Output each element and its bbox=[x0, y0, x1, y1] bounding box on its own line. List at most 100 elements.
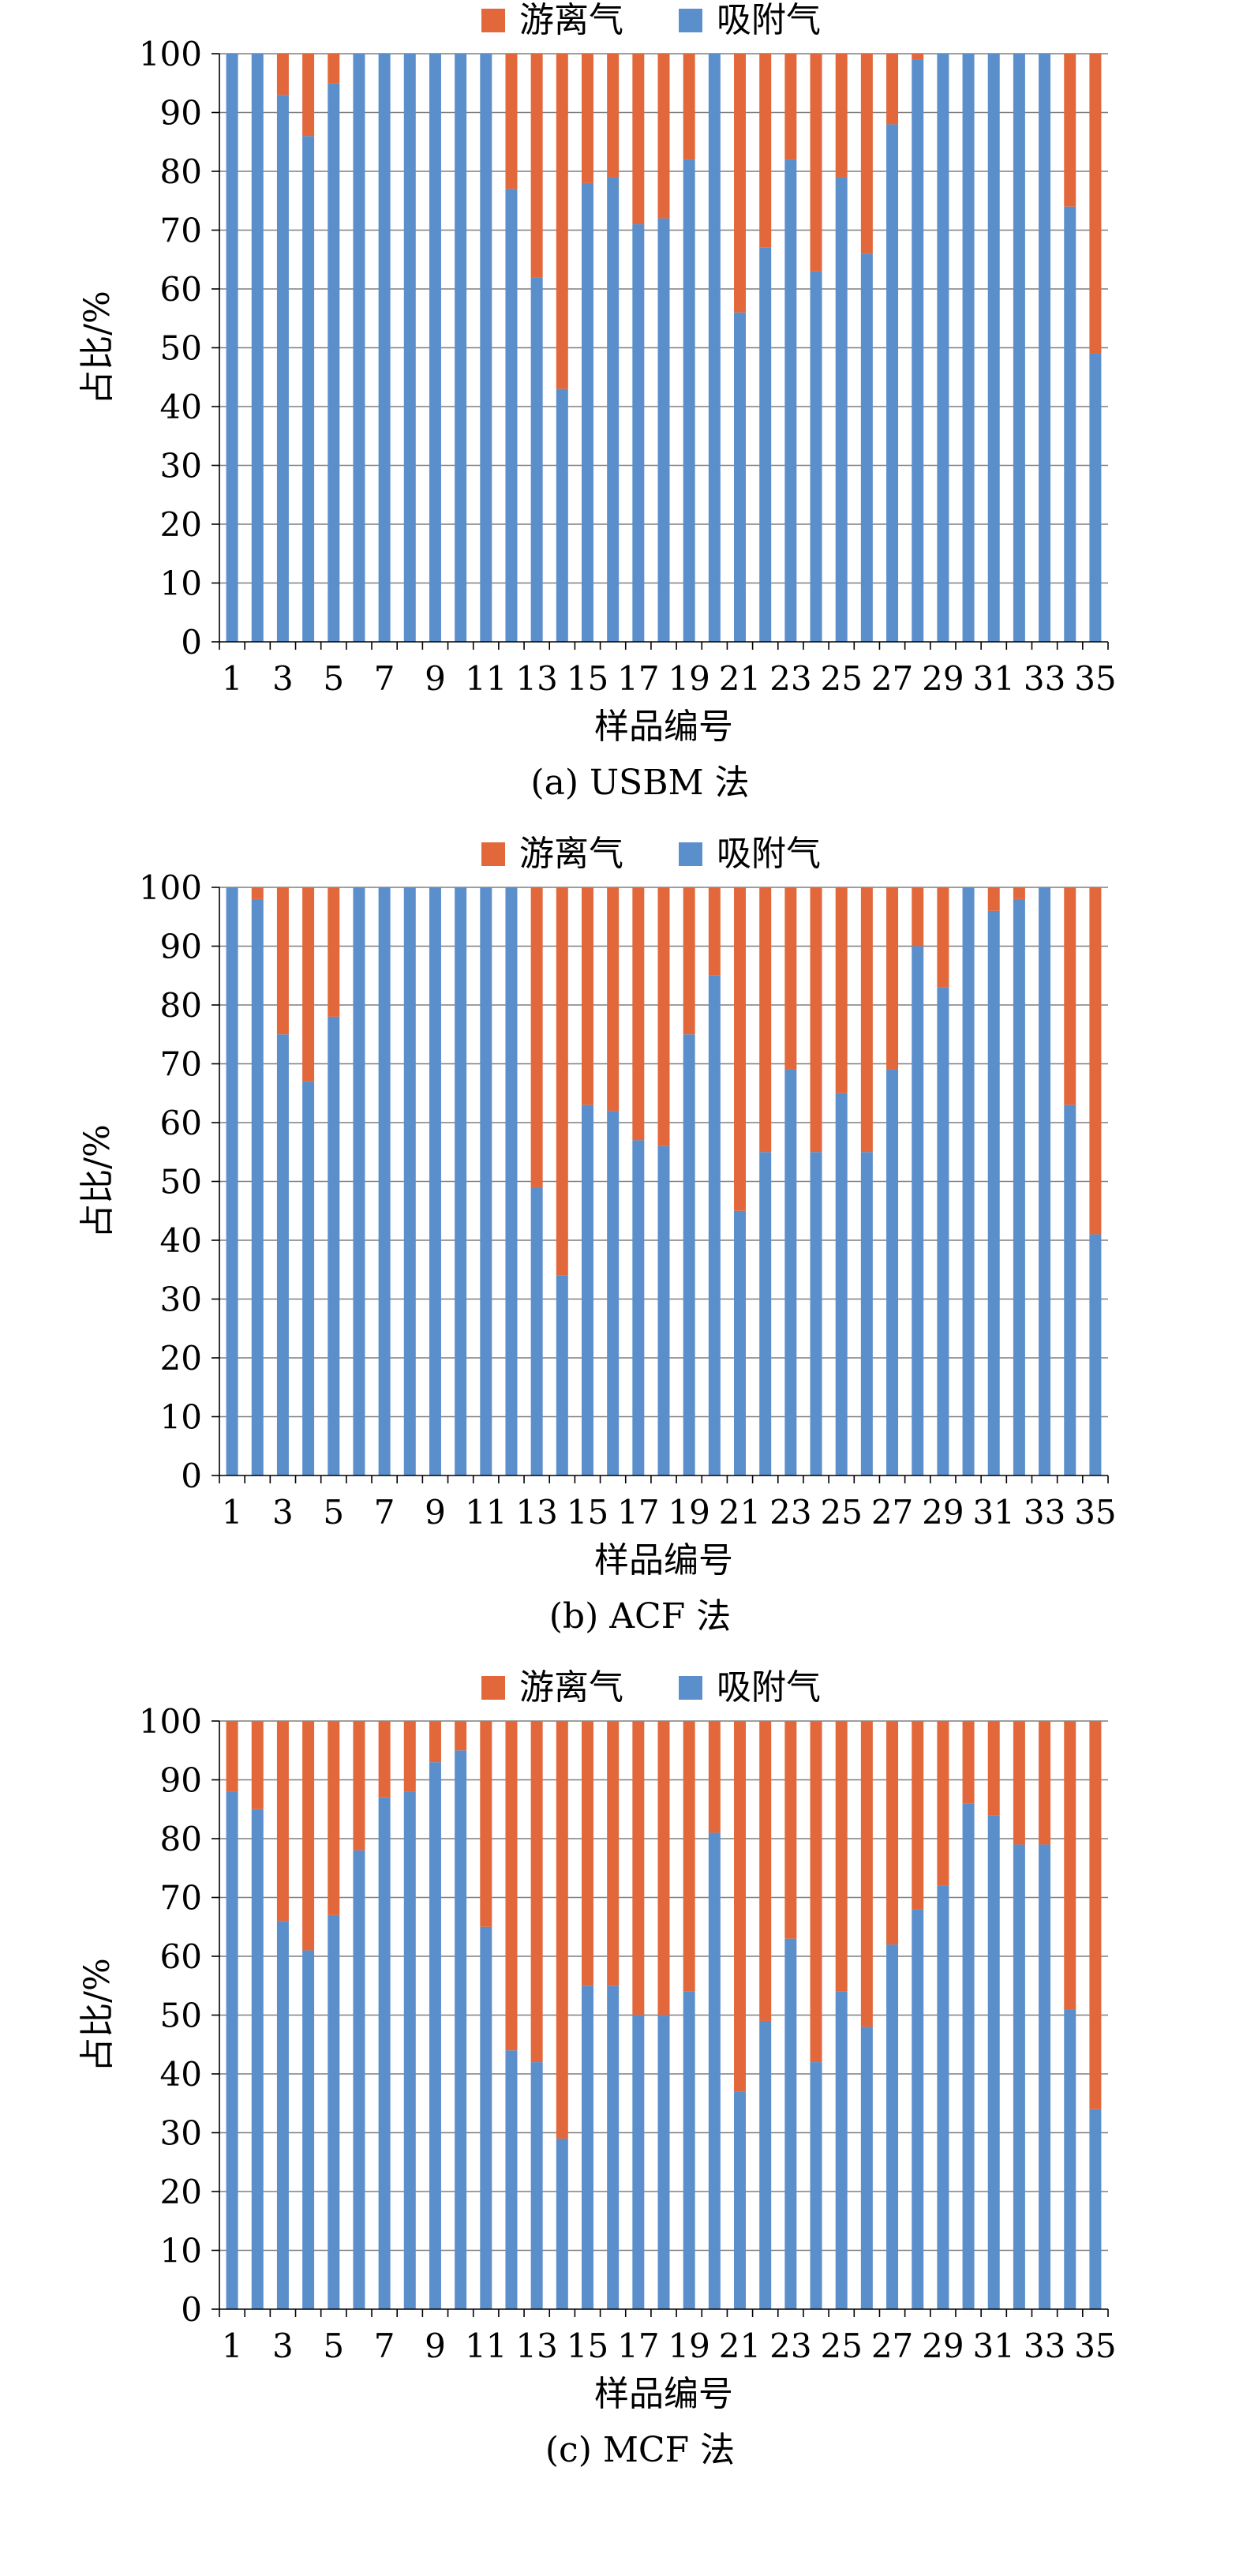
bar-adsorbed-21 bbox=[734, 1210, 747, 1475]
bar-free-14 bbox=[556, 887, 568, 1276]
bar-free-16 bbox=[607, 1721, 620, 1986]
bar-free-17 bbox=[632, 54, 645, 225]
bar-adsorbed-16 bbox=[607, 1985, 620, 2309]
bar-adsorbed-20 bbox=[708, 975, 721, 1475]
bar-free-24 bbox=[810, 54, 822, 272]
bar-adsorbed-27 bbox=[886, 1069, 899, 1475]
x-tick-label: 23 bbox=[769, 2327, 811, 2365]
bar-adsorbed-11 bbox=[480, 1926, 492, 2309]
bar-free-22 bbox=[759, 54, 772, 248]
bar-free-30 bbox=[962, 1721, 975, 1804]
bar-free-18 bbox=[657, 1721, 670, 2015]
bar-adsorbed-23 bbox=[784, 159, 797, 643]
y-tick-label: 60 bbox=[160, 270, 202, 309]
bar-adsorbed-24 bbox=[810, 271, 822, 642]
y-tick-label: 80 bbox=[160, 1820, 202, 1858]
x-tick-label: 17 bbox=[617, 1493, 659, 1532]
y-tick-label: 0 bbox=[181, 1457, 202, 1495]
bar-adsorbed-19 bbox=[683, 1034, 695, 1475]
bar-adsorbed-28 bbox=[912, 1909, 924, 2309]
x-tick-label: 3 bbox=[272, 2327, 294, 2365]
legend-swatch-adsorbed bbox=[679, 842, 702, 866]
bar-adsorbed-23 bbox=[784, 1069, 797, 1475]
y-tick-label: 0 bbox=[181, 623, 202, 662]
bar-adsorbed-1 bbox=[226, 887, 238, 1475]
bar-free-23 bbox=[784, 1721, 797, 1939]
bar-free-13 bbox=[530, 887, 543, 1187]
x-tick-label: 1 bbox=[222, 659, 243, 698]
bar-free-16 bbox=[607, 887, 620, 1112]
bar-free-1 bbox=[226, 1721, 238, 1792]
bar-adsorbed-21 bbox=[734, 2091, 747, 2309]
bar-adsorbed-6 bbox=[353, 887, 365, 1475]
x-tick-label: 31 bbox=[973, 659, 1015, 698]
x-tick-label: 19 bbox=[668, 2327, 709, 2365]
bar-adsorbed-29 bbox=[937, 1885, 949, 2309]
bar-adsorbed-17 bbox=[632, 224, 645, 642]
x-tick-label: 5 bbox=[323, 2327, 344, 2365]
y-tick-label: 10 bbox=[160, 1398, 202, 1437]
bar-adsorbed-12 bbox=[505, 887, 518, 1475]
bar-adsorbed-32 bbox=[1013, 898, 1025, 1475]
bar-free-8 bbox=[403, 1721, 416, 1792]
x-tick-label: 31 bbox=[973, 2327, 1015, 2365]
x-tick-label: 11 bbox=[465, 1493, 507, 1532]
bar-free-13 bbox=[530, 1721, 543, 2063]
bar-free-29 bbox=[937, 1721, 949, 1886]
y-axis-title: 占比/% bbox=[77, 1958, 118, 2072]
bar-adsorbed-31 bbox=[987, 910, 1000, 1475]
x-tick-label: 15 bbox=[567, 659, 608, 698]
bar-adsorbed-21 bbox=[734, 312, 747, 642]
bar-adsorbed-34 bbox=[1064, 2009, 1076, 2309]
y-tick-label: 80 bbox=[160, 986, 202, 1025]
bar-adsorbed-35 bbox=[1089, 1234, 1102, 1475]
bar-adsorbed-8 bbox=[403, 1791, 416, 2309]
bar-free-25 bbox=[835, 887, 848, 1093]
bar-adsorbed-4 bbox=[302, 1081, 315, 1475]
bar-adsorbed-15 bbox=[581, 1985, 593, 2309]
bar-free-34 bbox=[1064, 1721, 1076, 2010]
y-tick-label: 10 bbox=[160, 2232, 202, 2270]
bar-adsorbed-4 bbox=[302, 1950, 315, 2309]
bar-adsorbed-32 bbox=[1013, 1844, 1025, 2309]
bar-adsorbed-14 bbox=[556, 2138, 568, 2309]
bar-free-2 bbox=[251, 1721, 264, 1809]
bar-adsorbed-10 bbox=[455, 1750, 467, 2309]
bar-adsorbed-13 bbox=[530, 2062, 543, 2309]
y-tick-label: 60 bbox=[160, 1937, 202, 1976]
bar-free-26 bbox=[860, 54, 873, 254]
bar-adsorbed-3 bbox=[276, 1034, 289, 1475]
x-tick-label: 25 bbox=[820, 2327, 862, 2365]
y-tick-label: 20 bbox=[160, 1339, 202, 1378]
x-tick-label: 33 bbox=[1024, 2327, 1065, 2365]
bar-adsorbed-15 bbox=[581, 1104, 593, 1475]
x-tick-label: 11 bbox=[465, 659, 507, 698]
bar-free-14 bbox=[556, 1721, 568, 2139]
bar-adsorbed-30 bbox=[962, 887, 975, 1475]
bar-free-4 bbox=[302, 887, 315, 1082]
bar-free-7 bbox=[378, 1721, 391, 1798]
bar-free-34 bbox=[1064, 54, 1076, 207]
chart-panel-usbm: 0 10 20 30 40 50 60 70 80 90 100 1 3 5 7 9 11 13 15 17 19 21 2… bbox=[0, 0, 1243, 834]
legend-swatch-free bbox=[481, 9, 505, 32]
bar-adsorbed-25 bbox=[835, 177, 848, 642]
bar-adsorbed-14 bbox=[556, 1275, 568, 1475]
bar-adsorbed-23 bbox=[784, 1938, 797, 2309]
bar-adsorbed-22 bbox=[759, 1152, 772, 1475]
y-tick-label: 90 bbox=[160, 928, 202, 966]
bar-free-9 bbox=[429, 1721, 441, 1763]
bar-adsorbed-4 bbox=[302, 136, 315, 643]
x-tick-label: 11 bbox=[465, 2327, 507, 2365]
bar-free-33 bbox=[1039, 1721, 1051, 1845]
x-tick-label: 31 bbox=[973, 1493, 1015, 1532]
bar-free-27 bbox=[886, 54, 899, 125]
x-tick-label: 33 bbox=[1024, 1493, 1065, 1532]
y-tick-label: 100 bbox=[139, 868, 202, 907]
x-tick-label: 23 bbox=[769, 659, 811, 698]
bar-free-34 bbox=[1064, 887, 1076, 1105]
x-tick-label: 9 bbox=[425, 1493, 446, 1532]
bar-adsorbed-26 bbox=[860, 253, 873, 642]
bar-adsorbed-33 bbox=[1039, 887, 1051, 1475]
bar-free-5 bbox=[328, 1721, 340, 1915]
